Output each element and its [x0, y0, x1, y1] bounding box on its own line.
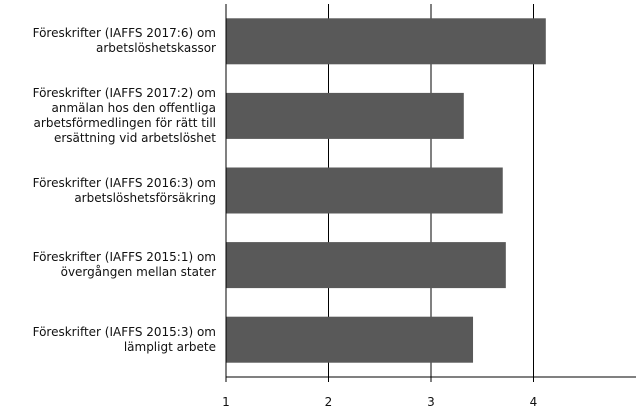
category-label-line: Föreskrifter (IAFFS 2015:3) om: [32, 324, 216, 339]
bar: [226, 92, 464, 139]
category-label: Föreskrifter (IAFFS 2016:3) om arbetslösh…: [2, 176, 216, 206]
x-tick-label: 1: [222, 395, 230, 409]
category-label-line: anmälan hos den offentliga: [51, 100, 216, 115]
x-tick-label: 2: [325, 395, 333, 409]
category-label-line: Föreskrifter (IAFFS 2017:6) om: [32, 26, 216, 41]
category-label-line: arbetslöshetsförsäkring: [74, 190, 216, 205]
bar: [226, 167, 503, 214]
bar: [226, 242, 506, 289]
category-label: Föreskrifter (IAFFS 2017:2) om anmälan ho…: [2, 86, 216, 146]
category-label-line: ersättning vid arbetslöshet: [53, 130, 216, 145]
category-label-line: övergången mellan stater: [60, 265, 216, 280]
category-label-line: arbetslöshetskassor: [96, 41, 216, 56]
category-label: Föreskrifter (IAFFS 2015:1) om övergången…: [2, 250, 216, 280]
x-tick-label: 4: [530, 395, 538, 409]
category-label-line: arbetsförmedlingen för rätt till: [33, 115, 216, 130]
category-label: Föreskrifter (IAFFS 2017:6) om arbetslösh…: [2, 26, 216, 56]
x-tick-label: 3: [427, 395, 435, 409]
bar: [226, 18, 546, 65]
bar: [226, 316, 474, 363]
category-label-line: lämpligt arbete: [123, 339, 216, 354]
category-label-line: Föreskrifter (IAFFS 2015:1) om: [32, 250, 216, 265]
category-label-line: Föreskrifter (IAFFS 2017:2) om: [32, 85, 216, 100]
category-label-line: Föreskrifter (IAFFS 2016:3) om: [32, 175, 216, 190]
category-label: Föreskrifter (IAFFS 2015:3) om lämpligt a…: [2, 325, 216, 355]
